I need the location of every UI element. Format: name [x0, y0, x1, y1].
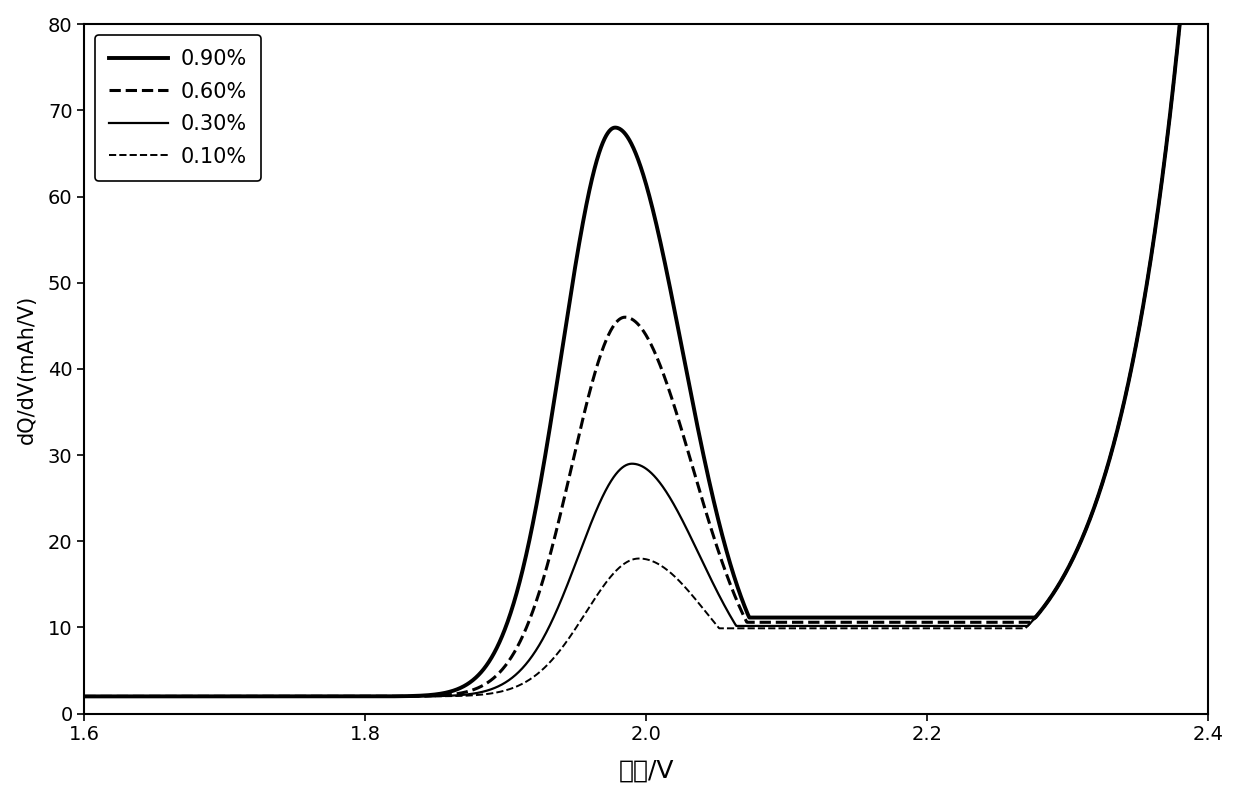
0.90% [1058, 570, 1073, 579]
Line: 0.60%: 0.60% [84, 0, 1208, 697]
X-axis label: 电压/V: 电压/V [619, 758, 673, 782]
0.30% [272, 692, 286, 702]
0.90% [77, 692, 92, 702]
0.90% [557, 333, 572, 343]
0.30% [205, 692, 219, 702]
0.90% [272, 692, 286, 702]
0.60% [205, 692, 219, 702]
0.10% [205, 692, 219, 702]
0.30% [77, 692, 92, 702]
0.60% [77, 692, 92, 702]
0.10% [272, 692, 286, 702]
0.60% [1058, 570, 1073, 579]
0.10% [1058, 570, 1073, 579]
Line: 0.30%: 0.30% [84, 0, 1208, 697]
Line: 0.10%: 0.10% [84, 0, 1208, 697]
0.30% [507, 670, 522, 680]
0.60% [557, 495, 572, 505]
0.30% [1058, 570, 1073, 579]
Y-axis label: dQ/dV(mAh/V): dQ/dV(mAh/V) [16, 294, 37, 443]
0.30% [557, 589, 572, 598]
0.10% [77, 692, 92, 702]
0.60% [272, 692, 286, 702]
Legend: 0.90%, 0.60%, 0.30%, 0.10%: 0.90%, 0.60%, 0.30%, 0.10% [94, 34, 260, 181]
0.10% [557, 641, 572, 650]
0.90% [507, 594, 522, 603]
0.60% [507, 646, 522, 656]
Line: 0.90%: 0.90% [84, 0, 1208, 697]
0.10% [507, 682, 522, 692]
0.90% [205, 692, 219, 702]
